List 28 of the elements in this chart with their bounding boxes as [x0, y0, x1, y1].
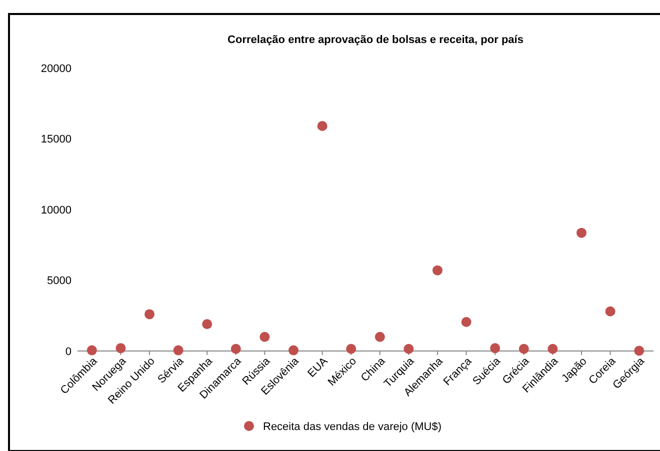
point [548, 344, 558, 354]
y-tick-label: 15000 [40, 134, 72, 146]
point [144, 309, 154, 320]
point [432, 265, 442, 276]
chart-title: Correlação entre aprovação de bolsas e receita, por país [228, 34, 524, 46]
point [605, 306, 616, 316]
point [317, 121, 328, 132]
y-tick-label: 5000 [47, 275, 72, 288]
point [288, 345, 298, 356]
legend-label: Receita das vendas de varejo (MU$) [263, 420, 442, 433]
point [374, 332, 385, 342]
point [86, 345, 97, 356]
point [230, 344, 241, 354]
point [260, 332, 270, 342]
point [202, 319, 212, 330]
x-tick-label: EUA [306, 354, 331, 380]
point [518, 344, 529, 354]
point [116, 343, 126, 354]
point [404, 344, 414, 354]
point [461, 316, 472, 327]
y-tick-label: 0 [65, 346, 72, 358]
point [346, 344, 356, 354]
point [173, 345, 184, 356]
y-tick-label: 10000 [40, 204, 72, 216]
point [634, 346, 644, 356]
y-tick-label: 20000 [40, 62, 72, 75]
point [490, 343, 500, 354]
point [576, 228, 586, 238]
